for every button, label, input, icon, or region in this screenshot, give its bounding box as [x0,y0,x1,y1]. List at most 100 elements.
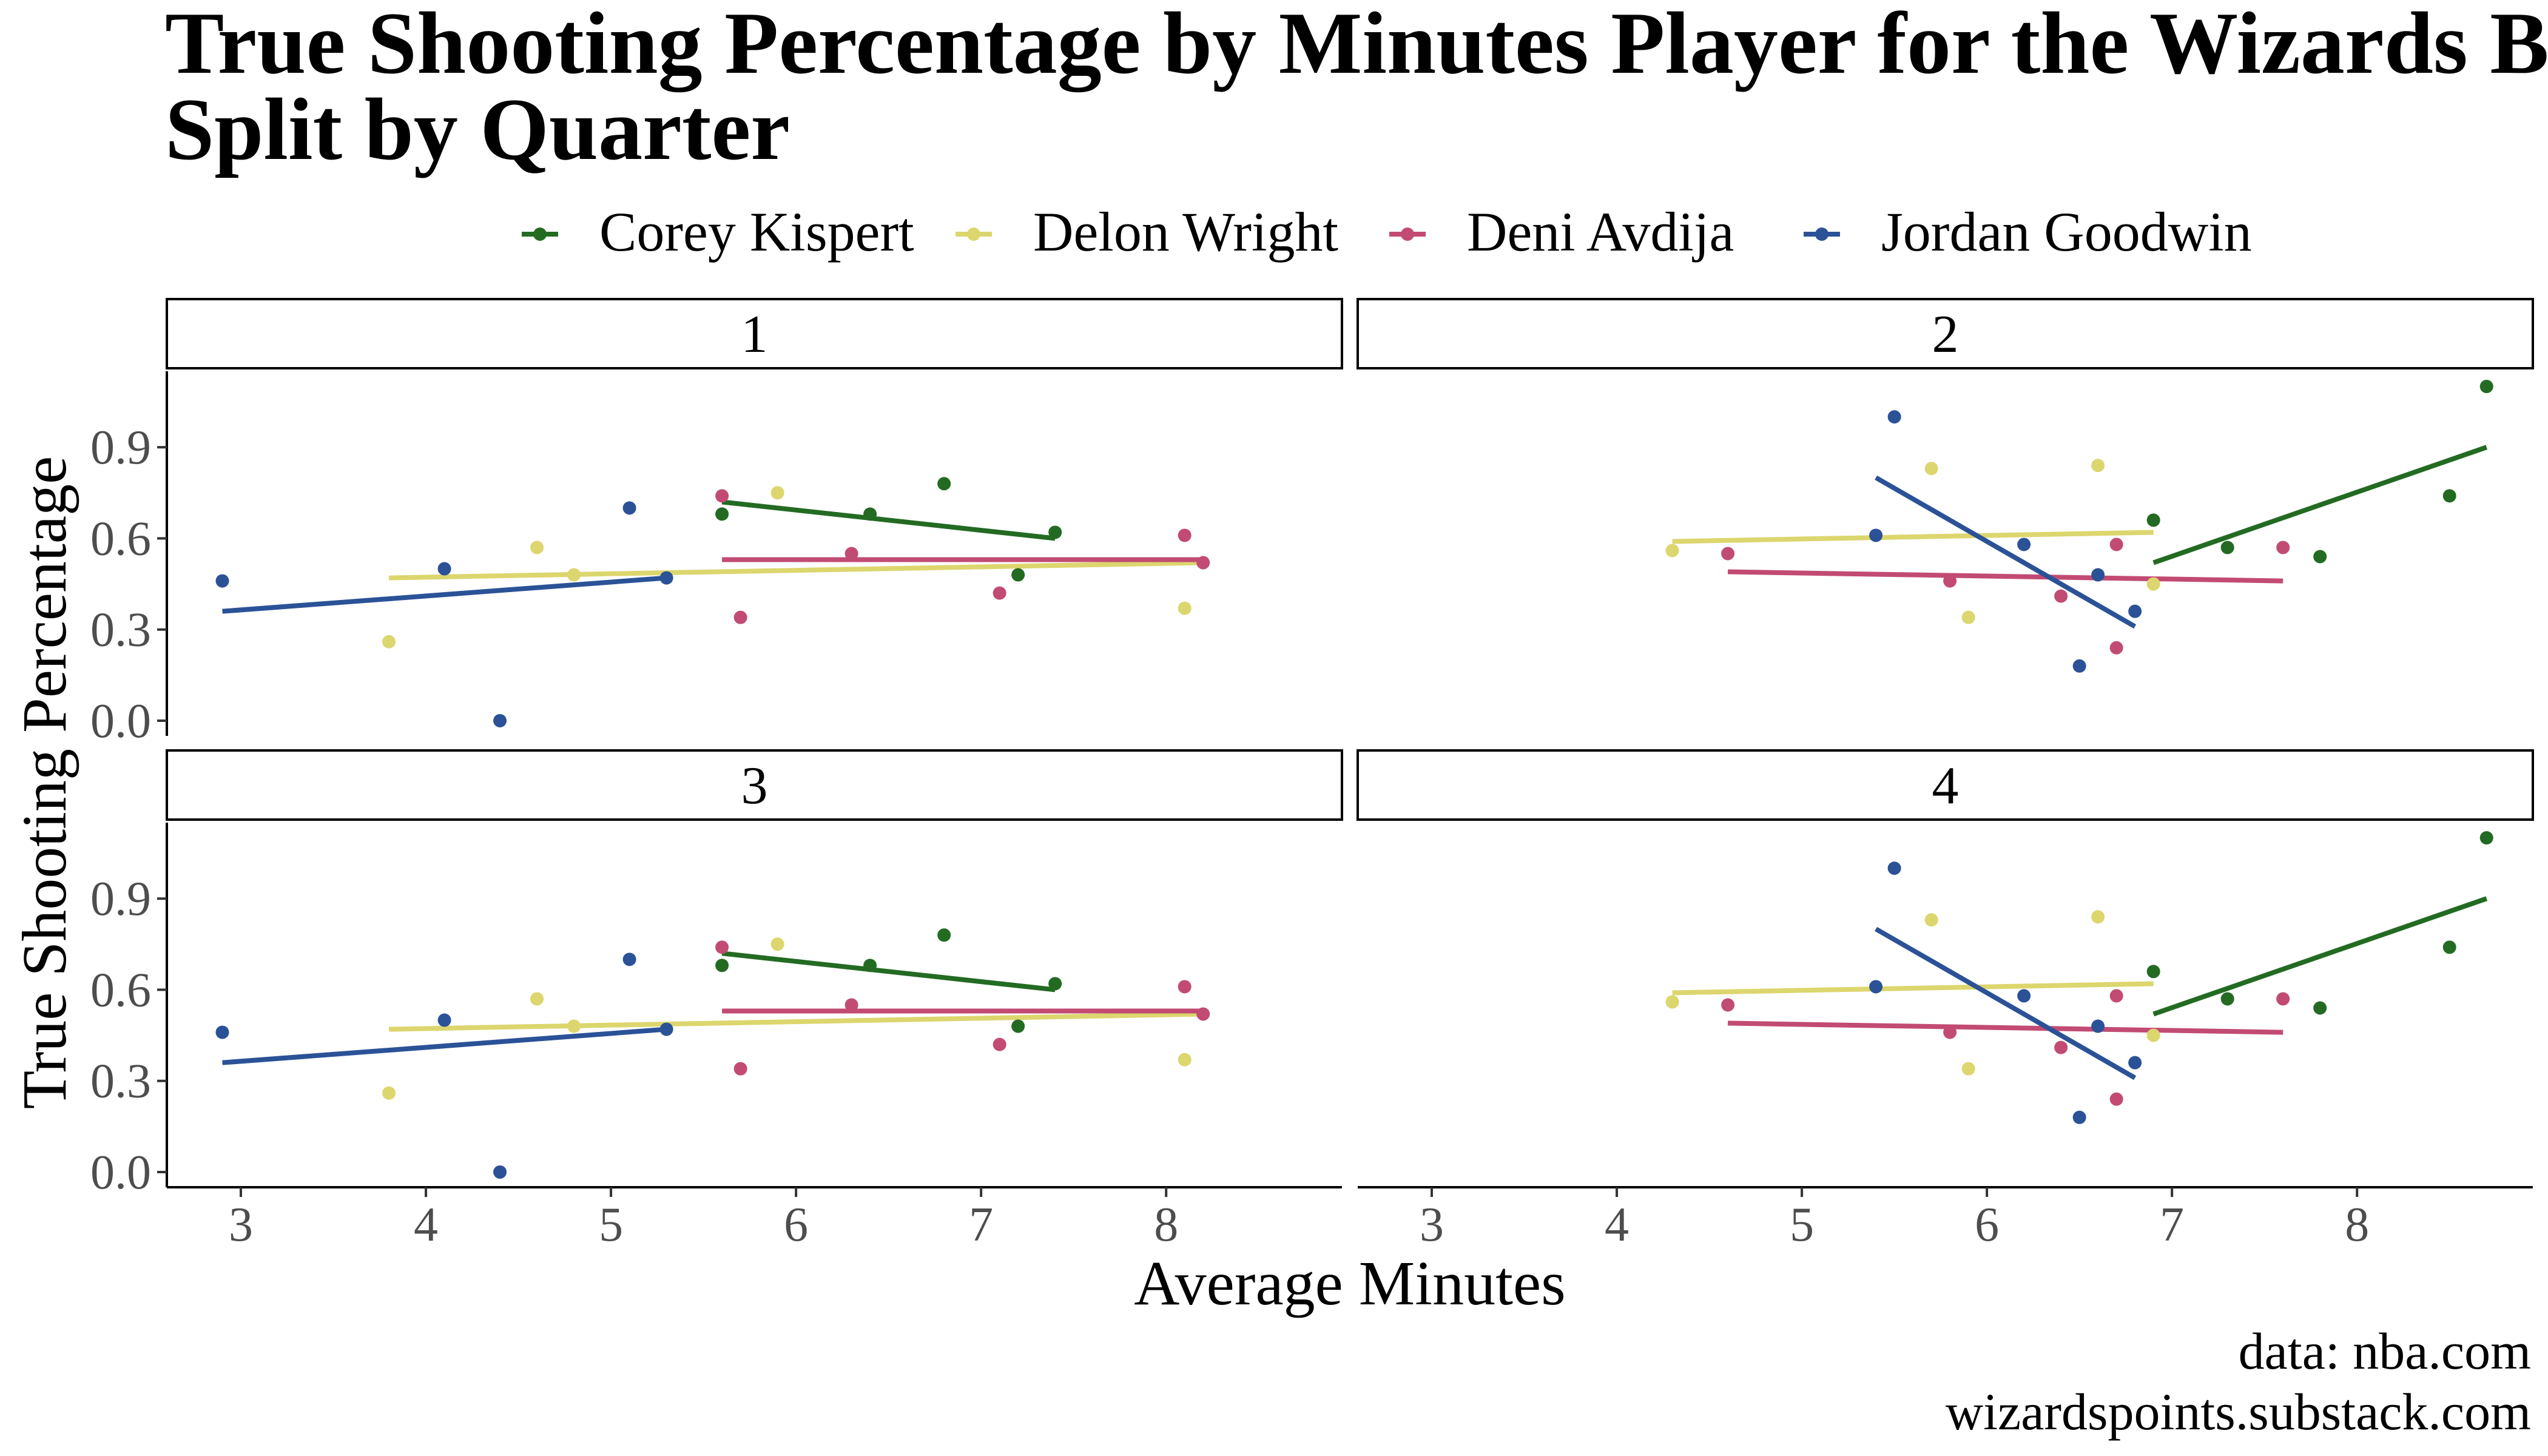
legend-item-delon-wright: Delon Wright [956,201,1339,263]
data-point-deni-avdija [1943,574,1957,588]
data-point-deni-avdija [733,1062,747,1076]
data-point-deni-avdija [2054,589,2068,603]
data-point-delon-wright [530,992,544,1006]
x-tick-label: 6 [784,1198,808,1252]
trend-line-corey-kispert [2152,445,2488,565]
data-point-jordan-goodwin [1869,528,1883,542]
data-point-corey-kispert [2479,831,2493,845]
panel-3: 3 0.0 0.3 0.6 0.9 3 4 5 6 7 8 [90,749,1343,1252]
data-point-corey-kispert [1011,568,1025,582]
x-tick-label: 4 [414,1198,438,1252]
data-point-delon-wright [2091,459,2105,473]
data-point-deni-avdija [2109,1092,2123,1106]
data-point-deni-avdija [1196,556,1210,570]
panel-strip-label: 1 [741,305,768,364]
data-point-jordan-goodwin [493,713,507,727]
data-point-corey-kispert [2313,1001,2327,1015]
data-point-delon-wright [530,541,544,554]
legend-label: Delon Wright [1033,201,1339,263]
trend-line-corey-kispert [721,499,1056,541]
data-point-corey-kispert [2442,489,2456,503]
y-tick-label: 0.0 [90,695,151,748]
panel-4: 4 3 4 5 6 7 8 [1357,749,2534,1252]
data-point-delon-wright [567,1019,581,1033]
data-point-jordan-goodwin [2128,604,2142,618]
panel-strip [166,749,1343,821]
data-point-corey-kispert [2146,965,2160,979]
trend-line-deni-avdija [1728,1020,2283,1035]
legend-item-deni-avdija: Deni Avdija [1389,201,1734,263]
data-point-delon-wright [1178,1053,1191,1067]
legend-item-jordan-goodwin: Jordan Goodwin [1804,201,2252,263]
data-point-corey-kispert [1048,977,1062,991]
data-point-delon-wright [382,1086,396,1100]
chart-title-line-2: Split by Quarter [165,80,790,178]
data-point-corey-kispert [2479,380,2493,394]
x-tick-label: 5 [1790,1198,1814,1252]
panel-1: 1 0.0 0.3 0.6 0.9 [90,298,1343,748]
data-point-jordan-goodwin [1887,410,1901,424]
legend-key-point [967,228,980,241]
data-point-delon-wright [2146,577,2160,591]
legend-key-point [1815,228,1828,241]
trend-line-delon-wright [1672,530,2154,544]
data-point-corey-kispert [1048,525,1062,539]
data-point-deni-avdija [844,998,858,1012]
chart-panels: 1 0.0 0.3 0.6 0.9 2 3 0.0 0.3 0.6 0.9 3 4 5 6 7 8 4 3 4 5 6 7 8 [90,298,2534,1252]
data-point-jordan-goodwin [2017,538,2031,551]
data-point-delon-wright [2091,910,2105,924]
data-point-delon-wright [567,568,581,582]
data-point-deni-avdija [844,547,858,561]
legend-label: Corey Kispert [599,201,914,263]
data-point-jordan-goodwin [1887,861,1901,875]
y-tick-label: 0.9 [90,421,151,474]
panel-strip [166,298,1343,369]
data-point-corey-kispert [2313,550,2327,564]
data-point-corey-kispert [2220,992,2234,1006]
data-point-jordan-goodwin [2017,989,2031,1003]
x-tick-label: 4 [1605,1198,1629,1252]
panel-2: 2 [1357,298,2534,673]
trend-line-corey-kispert [2152,896,2488,1017]
panel-strip-label: 3 [741,757,768,815]
data-point-deni-avdija [2276,541,2290,554]
data-point-deni-avdija [993,1037,1006,1051]
trend-line-delon-wright [1672,981,2154,996]
chart-title: True Shooting Percentage by Minutes Play… [165,0,2548,178]
data-point-jordan-goodwin [659,571,673,585]
data-point-deni-avdija [2109,989,2123,1003]
legend-key-point [1401,228,1414,241]
data-point-delon-wright [1665,995,1679,1009]
data-point-corey-kispert [863,959,877,972]
data-point-delon-wright [1665,544,1679,558]
data-point-corey-kispert [937,928,951,942]
y-tick-label: 0.0 [90,1146,151,1199]
data-point-deni-avdija [1943,1025,1957,1039]
data-point-jordan-goodwin [622,952,636,966]
data-point-delon-wright [1924,462,1938,476]
data-point-deni-avdija [1721,998,1735,1012]
data-point-delon-wright [2146,1028,2160,1042]
y-tick-label: 0.9 [90,872,151,926]
data-point-deni-avdija [715,940,729,954]
x-tick-label: 7 [969,1198,993,1252]
trend-line-deni-avdija [1728,569,2283,584]
y-axis-title: True Shooting Percentage [10,456,79,1109]
data-point-deni-avdija [2054,1040,2068,1054]
data-point-delon-wright [770,486,784,500]
panel-strip [1357,749,2534,821]
data-point-delon-wright [1178,601,1191,615]
data-point-jordan-goodwin [215,574,229,588]
data-point-jordan-goodwin [215,1025,229,1039]
legend-label: Jordan Goodwin [1881,201,2252,263]
data-point-jordan-goodwin [2091,568,2105,582]
data-point-deni-avdija [733,610,747,624]
data-point-jordan-goodwin [1869,980,1883,994]
data-point-deni-avdija [1178,980,1191,994]
data-point-jordan-goodwin [2128,1056,2142,1070]
data-point-delon-wright [1961,610,1975,624]
trend-line-jordan-goodwin [1875,926,2137,1080]
legend-key-point [533,228,547,241]
data-point-deni-avdija [1196,1007,1210,1021]
